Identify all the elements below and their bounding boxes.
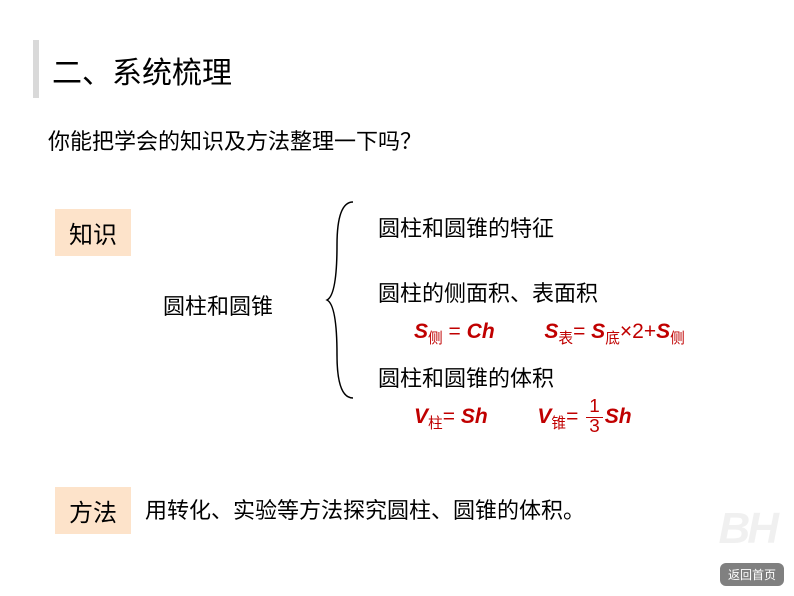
box-method: 方法 — [55, 487, 131, 534]
subtitle: 你能把学会的知识及方法整理一下吗？ — [48, 124, 422, 156]
branch-line-2: 圆柱的侧面积、表面积 — [378, 276, 598, 308]
main-label: 圆柱和圆锥 — [163, 289, 273, 321]
branch-line-1: 圆柱和圆锥的特征 — [378, 211, 554, 243]
var-s-ce: S — [414, 320, 428, 343]
brace-icon — [325, 200, 355, 400]
branch-line-3: 圆柱和圆锥的体积 — [378, 361, 554, 393]
accent-bar — [33, 40, 39, 98]
return-home-button[interactable]: 返回首页 — [720, 563, 784, 586]
method-text: 用转化、实验等方法探究圆柱、圆锥的体积。 — [145, 493, 585, 525]
box-knowledge: 知识 — [55, 209, 131, 256]
var-v-zhui: V — [537, 405, 551, 428]
formula-surface: S侧 = Ch S表= S底×2+S侧 — [414, 320, 685, 348]
watermark: BH — [718, 504, 776, 554]
fraction-one-third: 13 — [586, 398, 603, 437]
page-title: 二、系统梳理 — [52, 48, 232, 92]
var-v-zhu: V — [414, 405, 428, 428]
var-s-biao: S — [544, 320, 558, 343]
formula-volume: V柱= Sh V锥= 13Sh — [414, 398, 632, 437]
